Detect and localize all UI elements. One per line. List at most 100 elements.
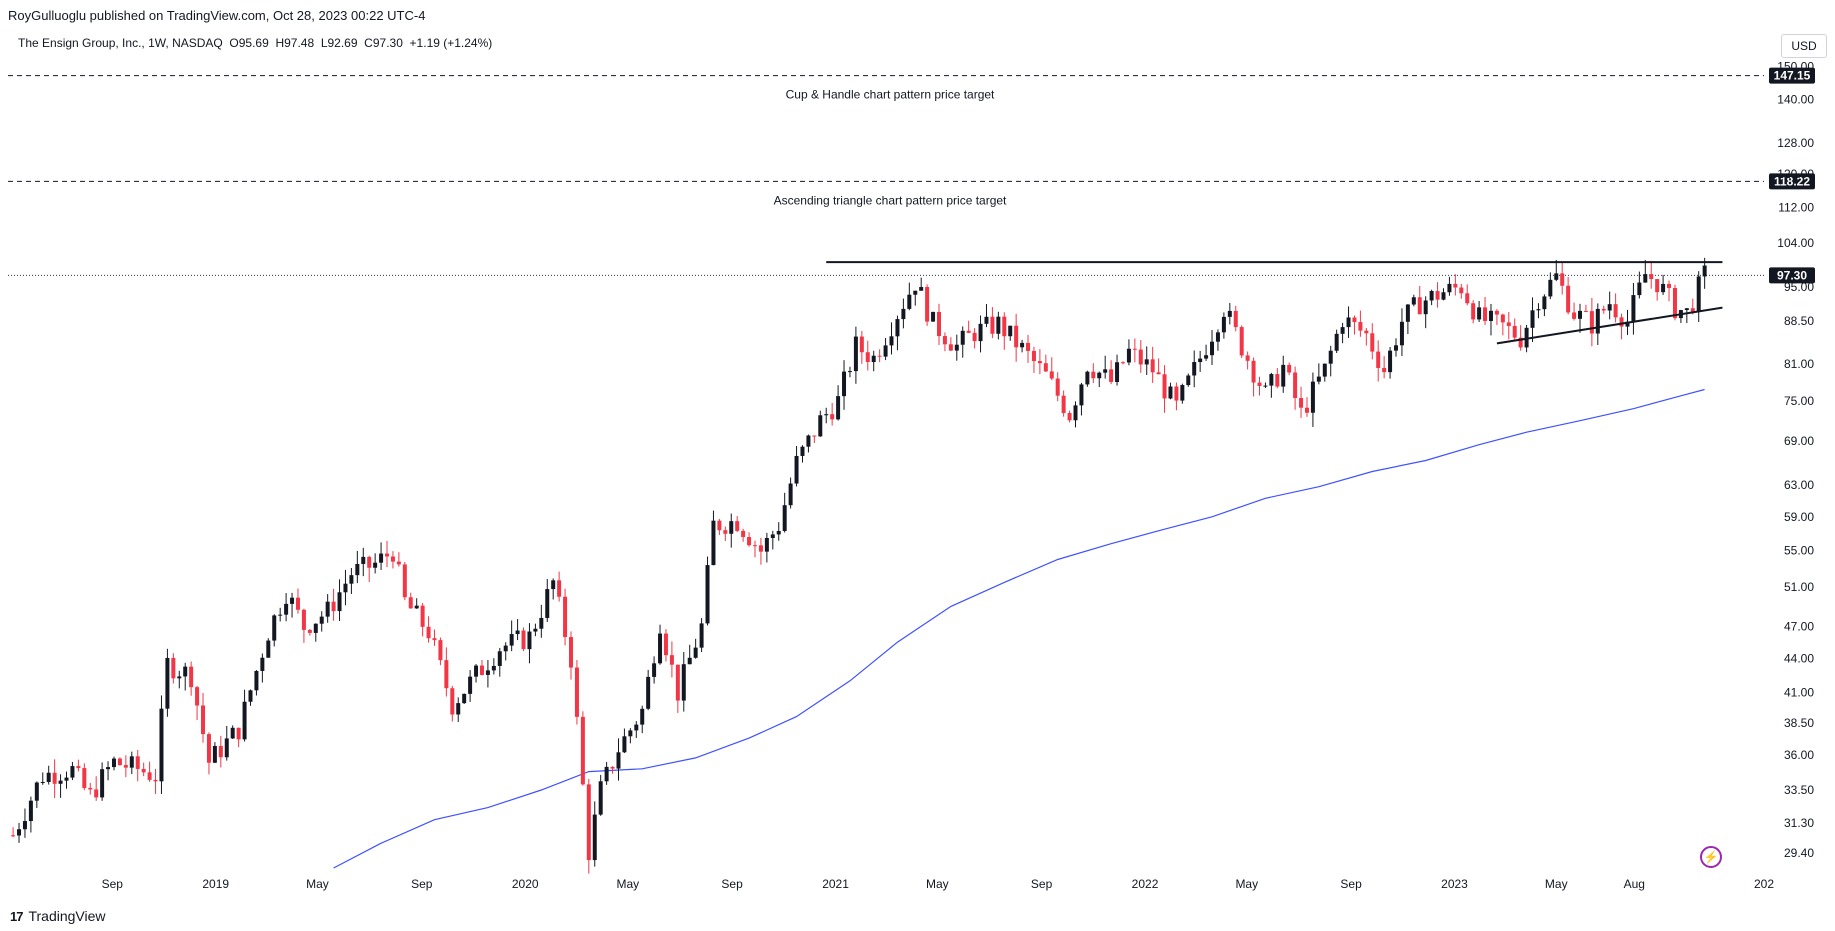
candle <box>1500 313 1505 336</box>
candle-body <box>159 708 164 782</box>
candle <box>919 277 924 291</box>
candle-body <box>1441 292 1446 300</box>
candle-body <box>646 676 651 709</box>
candle-body <box>367 556 372 568</box>
candle <box>735 516 740 533</box>
candle-body <box>1299 398 1304 408</box>
candle-body <box>1388 350 1393 373</box>
candle <box>396 552 401 567</box>
candle <box>379 542 384 571</box>
candle <box>752 540 757 558</box>
candle <box>936 303 941 345</box>
candle <box>681 652 686 712</box>
candle-body <box>551 580 556 590</box>
tradingview-logo[interactable]: 17 TradingView <box>10 908 106 924</box>
candle-body <box>1382 367 1387 373</box>
candle-body <box>1198 358 1203 363</box>
candle-body <box>1328 350 1333 364</box>
candle-body <box>1227 310 1232 317</box>
candle <box>1115 354 1120 386</box>
candle <box>824 407 829 424</box>
candle-body <box>1180 385 1185 401</box>
x-axis-tick-label: Sep <box>1031 877 1053 891</box>
candle <box>1156 358 1161 375</box>
candle <box>301 608 306 643</box>
candle-body <box>1002 316 1007 337</box>
candle <box>456 697 461 722</box>
currency-button[interactable]: USD <box>1781 34 1827 58</box>
lightning-icon[interactable]: ⚡ <box>1700 846 1722 868</box>
candlestick-layer <box>11 257 1707 874</box>
candle-body <box>1316 376 1321 382</box>
candle <box>1073 401 1078 428</box>
candle-body <box>954 344 959 351</box>
candle <box>248 689 253 706</box>
candle-body <box>88 787 93 790</box>
candle <box>319 611 324 632</box>
candle <box>141 762 146 777</box>
candle <box>1043 354 1048 373</box>
candle-body <box>290 597 295 604</box>
candle <box>806 434 811 453</box>
candle <box>361 547 366 577</box>
x-axis-tick-label: 2022 <box>1132 877 1159 891</box>
candle-body <box>1536 309 1541 311</box>
candle <box>408 592 413 609</box>
candle-body <box>1607 304 1612 311</box>
candle <box>907 282 912 311</box>
candle <box>1334 329 1339 354</box>
candle-body <box>1506 322 1511 326</box>
candle <box>242 689 247 742</box>
candle-body <box>396 561 401 565</box>
candle-body <box>1595 308 1600 334</box>
candle-body <box>1174 386 1179 401</box>
candle <box>1411 294 1416 307</box>
candle <box>942 332 947 352</box>
candle-body <box>1483 307 1488 321</box>
candle-body <box>563 596 568 638</box>
y-axis-tick-label: 51.00 <box>1784 580 1814 594</box>
candle-body <box>1168 386 1173 399</box>
candle-body <box>693 647 698 658</box>
candle <box>1583 304 1588 313</box>
y-axis-tick-label: 128.00 <box>1777 136 1814 150</box>
candle-body <box>1281 364 1286 387</box>
candle-body <box>11 835 16 837</box>
candle-body <box>1702 265 1707 277</box>
candle-body <box>836 396 841 420</box>
symbol-ohlc-line: The Ensign Group, Inc., 1W, NASDAQ O95.6… <box>18 36 493 50</box>
y-axis-tick-label: 75.00 <box>1784 394 1814 408</box>
candle <box>1103 355 1108 379</box>
y-axis-tick-label: 95.00 <box>1784 280 1814 294</box>
y-axis-tick-label: 112.00 <box>1778 200 1814 214</box>
candle <box>183 662 188 691</box>
candle <box>100 762 105 801</box>
candle <box>1601 305 1606 314</box>
candle-body <box>426 626 431 639</box>
candle <box>877 349 882 363</box>
candle-body <box>183 666 188 677</box>
candle <box>1079 382 1084 416</box>
candle <box>1453 274 1458 296</box>
candle-body <box>1115 362 1120 383</box>
candle <box>1281 355 1286 393</box>
candle-body <box>871 355 876 363</box>
candle-body <box>491 665 496 671</box>
candle <box>355 550 360 584</box>
candle <box>563 588 568 646</box>
candle <box>1026 334 1031 363</box>
candle <box>658 624 663 665</box>
candle-body <box>996 316 1001 334</box>
candle <box>201 693 206 743</box>
candle <box>1316 363 1321 385</box>
candle-body <box>569 637 574 668</box>
candle <box>420 602 425 637</box>
candle-body <box>776 530 781 535</box>
candle-body <box>1192 362 1197 376</box>
candle <box>1144 346 1149 376</box>
candle <box>859 331 864 364</box>
candle <box>402 561 407 601</box>
candle-body <box>1512 325 1517 338</box>
candle-body <box>1126 348 1131 363</box>
